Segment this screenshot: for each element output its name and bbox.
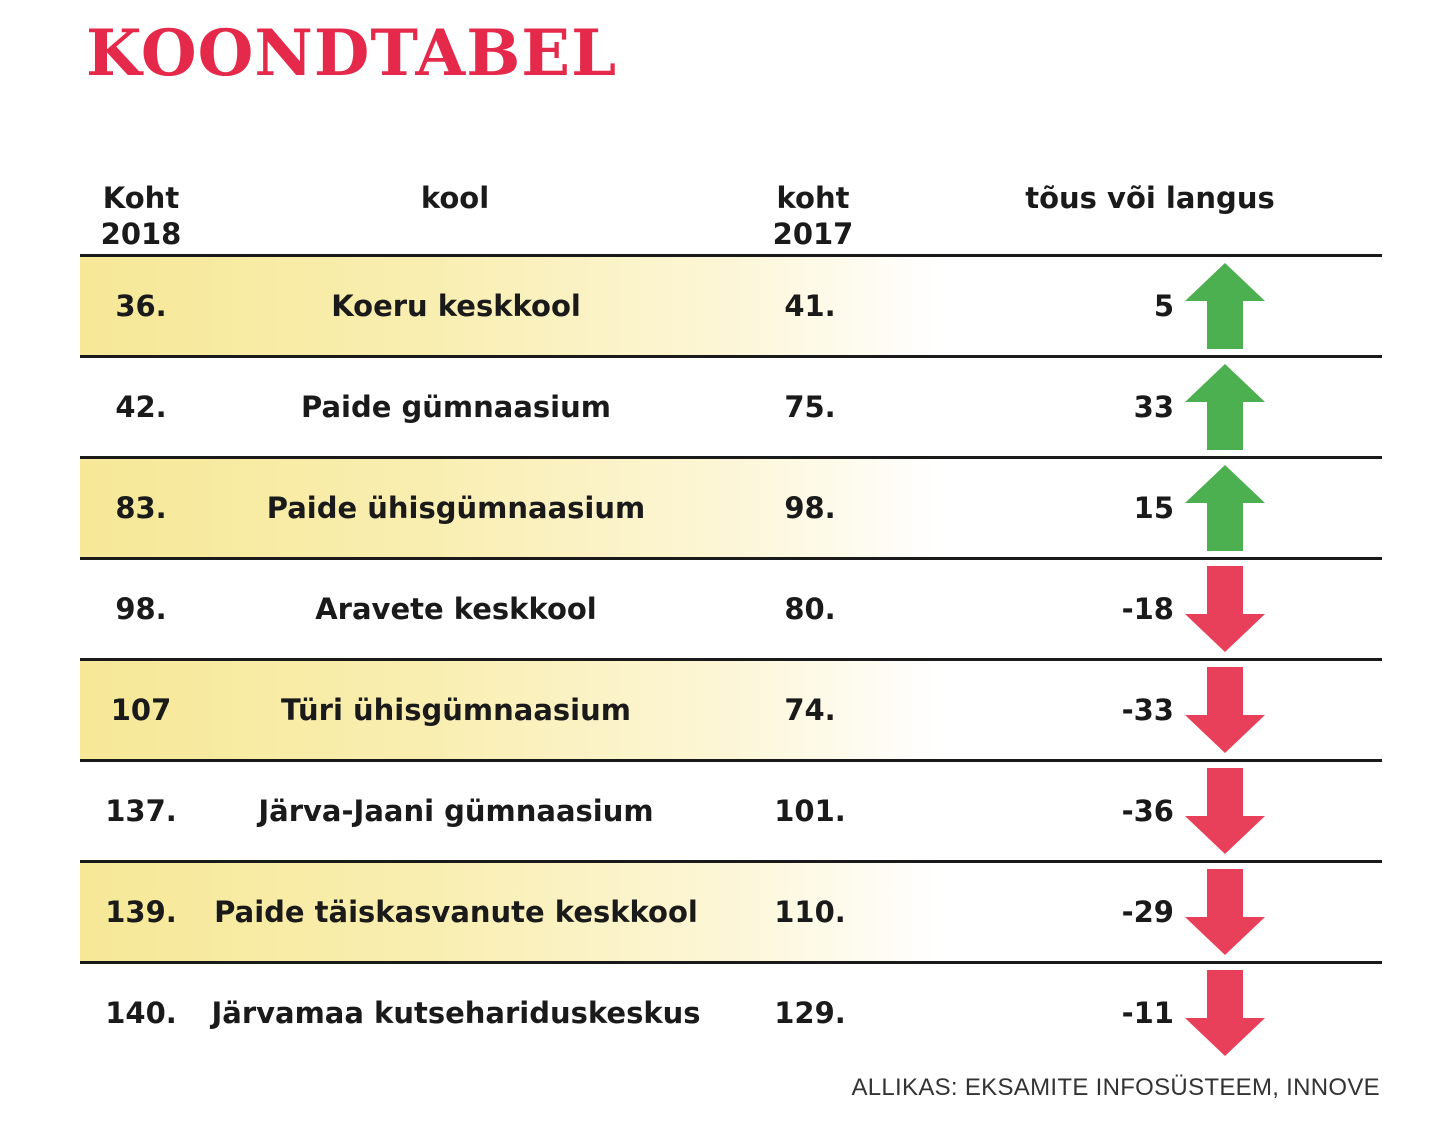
header-rank-2017: koht 2017: [768, 180, 858, 252]
school-name-cell: Paide ühisgümnaasium: [266, 491, 646, 525]
page-title: KOONDTABEL: [86, 16, 618, 91]
row-highlight: [80, 661, 940, 759]
rank-2018-cell: 139.: [105, 895, 177, 929]
header-change: tõus või langus: [1000, 180, 1300, 216]
table-row: 83. Paide ühisgümnaasium 98. 15: [80, 456, 1382, 557]
change-value-cell: -33: [1121, 693, 1174, 727]
arrow-down-icon: [1185, 970, 1265, 1056]
header-school-label: kool: [420, 181, 490, 215]
change-value-cell: -18: [1121, 592, 1174, 626]
header-rank-2017-line1: koht: [776, 181, 850, 215]
row-highlight: [80, 863, 940, 961]
rank-2017-cell: 80.: [784, 592, 836, 626]
table-row: 140. Järvamaa kutsehariduskeskus 129. -11: [80, 961, 1382, 1062]
header-rank-2018: Koht 2018: [96, 180, 186, 252]
arrow-down-shape: [1185, 667, 1265, 753]
arrow-down-shape: [1185, 869, 1265, 955]
header-rank-2018-line2: 2018: [100, 217, 182, 251]
school-name-cell: Koeru keskkool: [331, 289, 581, 323]
rank-2017-cell: 41.: [784, 289, 836, 323]
change-value-cell: -29: [1121, 895, 1174, 929]
table-row: 107 Türi ühisgümnaasium 74. -33: [80, 658, 1382, 759]
rank-2018-cell: 137.: [105, 794, 177, 828]
row-highlight: [80, 459, 940, 557]
school-name-cell: Järva-Jaani gümnaasium: [258, 794, 654, 828]
school-name-cell: Aravete keskkool: [315, 592, 597, 626]
rank-2017-cell: 74.: [784, 693, 836, 727]
table-row: 42. Paide gümnaasium 75. 33: [80, 355, 1382, 456]
table-row: 36. Koeru keskkool 41. 5: [80, 254, 1382, 355]
school-name-cell: Järvamaa kutsehariduskeskus: [211, 996, 701, 1030]
rank-2018-cell: 140.: [105, 996, 177, 1030]
rank-2018-cell: 98.: [115, 592, 167, 626]
arrow-down-icon: [1185, 667, 1265, 753]
rank-2018-cell: 83.: [115, 491, 167, 525]
rank-2018-cell: 42.: [115, 390, 167, 424]
change-value-cell: 33: [1133, 390, 1174, 424]
source-note: ALLIKAS: EKSAMITE INFOSÜSTEEM, INNOVE: [851, 1074, 1380, 1101]
rank-2017-cell: 101.: [774, 794, 846, 828]
table-row: 139. Paide täiskasvanute keskkool 110. -29: [80, 860, 1382, 961]
arrow-down-icon: [1185, 768, 1265, 854]
header-change-label: tõus või langus: [1025, 181, 1275, 215]
header-rank-2017-line2: 2017: [772, 217, 854, 251]
rank-2017-cell: 129.: [774, 996, 846, 1030]
arrow-down-shape: [1185, 768, 1265, 854]
row-highlight: [80, 257, 940, 355]
rank-2017-cell: 98.: [784, 491, 836, 525]
rank-2018-cell: 36.: [115, 289, 167, 323]
arrow-up-icon: [1185, 263, 1265, 349]
school-name-cell: Türi ühisgümnaasium: [281, 693, 631, 727]
arrow-up-icon: [1185, 465, 1265, 551]
header-school: kool: [300, 180, 610, 216]
school-name-cell: Paide gümnaasium: [301, 390, 611, 424]
arrow-down-shape: [1185, 566, 1265, 652]
school-name-cell: Paide täiskasvanute keskkool: [214, 895, 698, 929]
arrow-up-shape: [1185, 465, 1265, 551]
ranking-table: 36. Koeru keskkool 41. 5 42. Paide gümnaasium…: [80, 254, 1382, 1062]
rank-2017-cell: 110.: [774, 895, 846, 929]
table-row: 137. Järva-Jaani gümnaasium 101. -36: [80, 759, 1382, 860]
rank-2017-cell: 75.: [784, 390, 836, 424]
change-value-cell: -11: [1121, 996, 1174, 1030]
arrow-down-icon: [1185, 566, 1265, 652]
arrow-up-shape: [1185, 263, 1265, 349]
rank-2018-cell: 107: [110, 693, 172, 727]
arrow-down-icon: [1185, 869, 1265, 955]
change-value-cell: 5: [1153, 289, 1174, 323]
arrow-up-icon: [1185, 364, 1265, 450]
table-row: 98. Aravete keskkool 80. -18: [80, 557, 1382, 658]
header-rank-2018-line1: Koht: [102, 181, 180, 215]
change-value-cell: -36: [1121, 794, 1174, 828]
arrow-up-shape: [1185, 364, 1265, 450]
arrow-down-shape: [1185, 970, 1265, 1056]
change-value-cell: 15: [1133, 491, 1174, 525]
